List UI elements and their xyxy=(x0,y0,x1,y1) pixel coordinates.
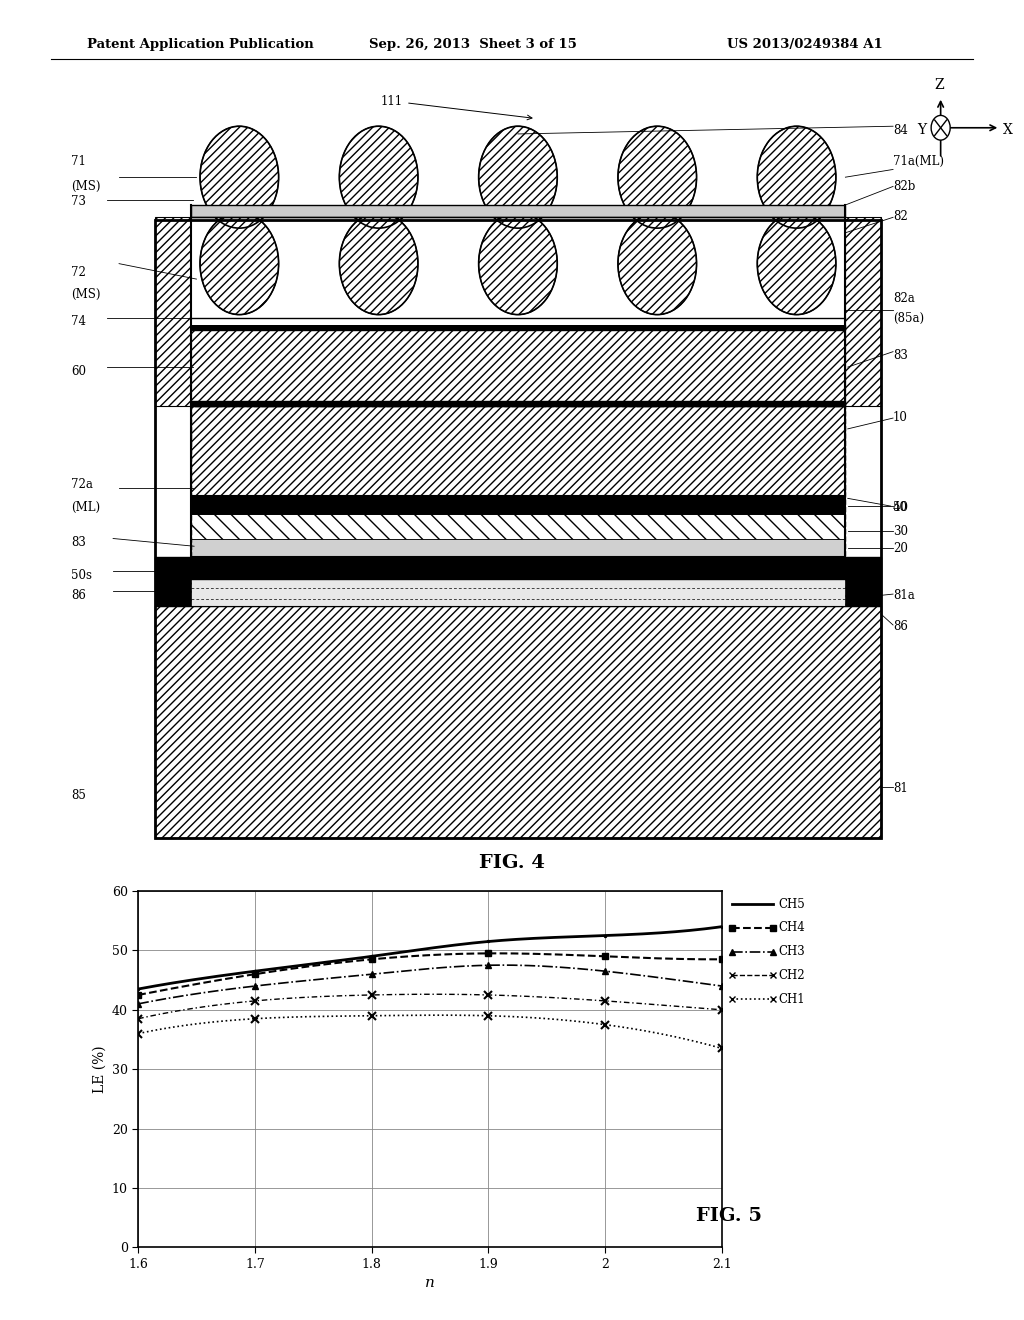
Circle shape xyxy=(200,213,279,314)
Text: FIG. 5: FIG. 5 xyxy=(696,1206,762,1225)
Text: 84: 84 xyxy=(893,124,908,137)
Text: US 2013/0249384 A1: US 2013/0249384 A1 xyxy=(727,38,883,51)
Bar xyxy=(190,210,846,326)
Bar xyxy=(190,210,846,326)
Bar xyxy=(190,513,846,539)
Text: 82b: 82b xyxy=(893,180,915,193)
Text: 50s: 50s xyxy=(72,569,92,582)
Text: 30: 30 xyxy=(893,525,908,539)
Circle shape xyxy=(478,213,557,314)
Text: 71a(ML): 71a(ML) xyxy=(893,154,944,168)
Text: 82: 82 xyxy=(893,210,907,223)
Bar xyxy=(190,539,846,557)
Circle shape xyxy=(339,127,418,228)
Bar xyxy=(190,401,846,405)
Text: 72a: 72a xyxy=(72,478,93,491)
Text: 83: 83 xyxy=(72,536,86,549)
Text: FIG. 4: FIG. 4 xyxy=(479,854,545,873)
Bar xyxy=(155,576,881,606)
Text: 81: 81 xyxy=(893,781,907,795)
Text: 20: 20 xyxy=(893,543,908,556)
Text: 111: 111 xyxy=(381,95,532,120)
X-axis label: n: n xyxy=(425,1276,435,1291)
Text: X: X xyxy=(1002,123,1013,137)
Bar xyxy=(190,405,846,557)
Circle shape xyxy=(339,213,418,314)
Text: CH4: CH4 xyxy=(778,921,805,935)
Text: 85: 85 xyxy=(72,789,86,803)
Text: 73: 73 xyxy=(72,195,86,209)
Text: (MS): (MS) xyxy=(72,288,101,301)
Bar xyxy=(155,578,190,606)
Text: CH5: CH5 xyxy=(778,898,805,911)
Circle shape xyxy=(758,213,836,314)
Text: 72: 72 xyxy=(72,267,86,279)
Text: CH1: CH1 xyxy=(778,993,805,1006)
Circle shape xyxy=(478,127,557,228)
Circle shape xyxy=(200,127,279,228)
Text: 86: 86 xyxy=(72,589,86,602)
Bar xyxy=(190,405,846,557)
Text: 74: 74 xyxy=(72,315,86,329)
Text: 60: 60 xyxy=(72,364,86,378)
Text: 50: 50 xyxy=(893,500,908,513)
Text: (MS): (MS) xyxy=(72,180,101,193)
Text: 81a: 81a xyxy=(893,589,914,602)
Bar xyxy=(190,495,846,513)
Text: Z: Z xyxy=(935,78,944,92)
Text: CH2: CH2 xyxy=(778,969,805,982)
Bar xyxy=(190,405,846,495)
Circle shape xyxy=(758,127,836,228)
Text: Sep. 26, 2013  Sheet 3 of 15: Sep. 26, 2013 Sheet 3 of 15 xyxy=(369,38,577,51)
Circle shape xyxy=(617,127,696,228)
Bar xyxy=(846,218,881,405)
Text: 83: 83 xyxy=(893,350,908,363)
Circle shape xyxy=(931,115,950,140)
Text: Patent Application Publication: Patent Application Publication xyxy=(87,38,313,51)
Bar xyxy=(190,205,846,218)
Bar xyxy=(155,220,881,838)
Text: 10: 10 xyxy=(893,411,908,424)
Bar xyxy=(155,557,881,578)
Bar xyxy=(155,606,881,838)
Text: CH3: CH3 xyxy=(778,945,805,958)
Text: Y: Y xyxy=(916,123,926,137)
Bar xyxy=(190,326,846,405)
Text: 71: 71 xyxy=(72,154,86,168)
Text: (ML): (ML) xyxy=(72,500,100,513)
Text: 40: 40 xyxy=(893,500,908,513)
Text: 86: 86 xyxy=(893,619,908,632)
Y-axis label: LE (%): LE (%) xyxy=(92,1045,106,1093)
Bar xyxy=(155,218,190,405)
Bar xyxy=(190,326,846,330)
Text: 82a: 82a xyxy=(893,292,914,305)
Circle shape xyxy=(617,213,696,314)
Text: (85a): (85a) xyxy=(893,313,924,325)
Bar xyxy=(846,578,881,606)
